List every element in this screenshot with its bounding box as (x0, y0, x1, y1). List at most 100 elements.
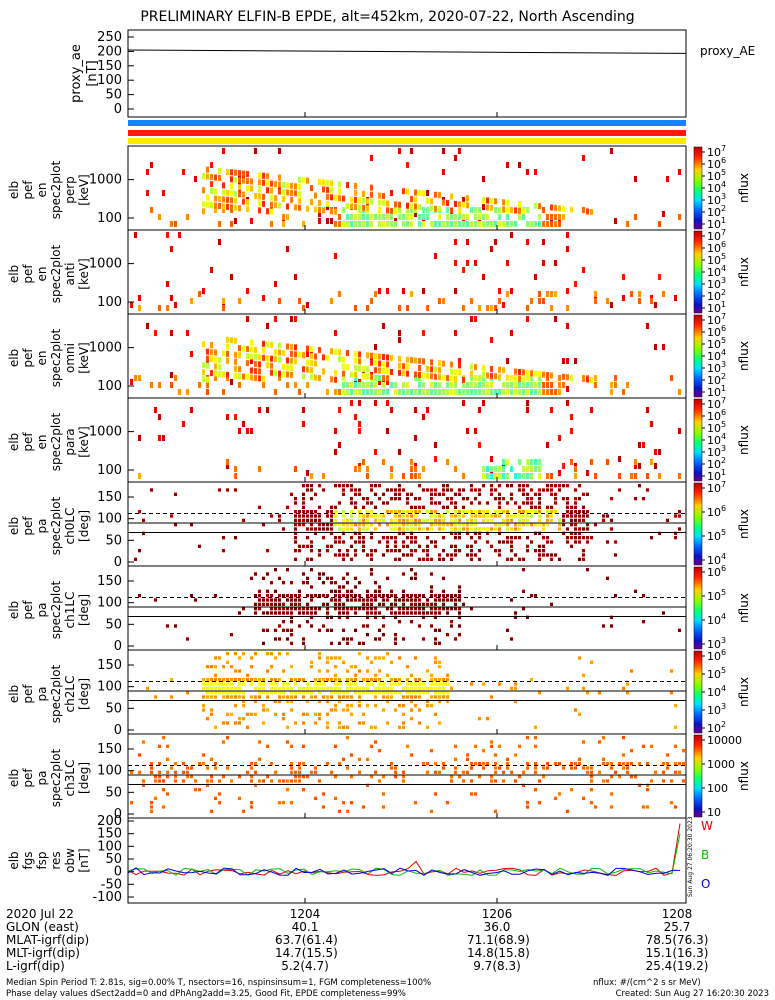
heatmap-cell (470, 682, 473, 686)
heatmap-cell (566, 686, 569, 690)
heatmap-cell (338, 442, 341, 448)
heatmap-cell (262, 172, 265, 179)
heatmap-cell (326, 628, 329, 632)
heatmap-cell (410, 459, 413, 465)
heatmap-cell (450, 686, 453, 690)
heatmap-cell (370, 373, 373, 380)
heatmap-cell (262, 375, 265, 382)
heatmap-cell (510, 382, 513, 388)
heatmap-cell (334, 348, 337, 355)
ytick-label: 100 (97, 596, 122, 611)
heatmap-cell (562, 205, 565, 212)
heatmap-cell (382, 536, 385, 540)
heatmap-cell (270, 611, 273, 615)
heatmap-cell (626, 770, 629, 774)
heatmap-cell (482, 527, 485, 531)
heatmap-cell (218, 356, 221, 363)
heatmap-cell (322, 536, 325, 540)
heatmap-cell (394, 775, 397, 779)
heatmap-cell (410, 221, 413, 227)
heatmap-cell (226, 371, 229, 378)
heatmap-cell (234, 488, 237, 492)
heatmap-cell (330, 678, 333, 682)
heatmap-cell (454, 382, 457, 388)
heatmap-cell (406, 523, 409, 527)
heatmap-cell (526, 466, 529, 472)
heatmap-cell (478, 717, 481, 721)
heatmap-cell (234, 669, 237, 673)
heatmap-cell (426, 536, 429, 540)
heatmap-cell (230, 633, 233, 637)
heatmap-cell (238, 678, 241, 682)
heatmap-cell (406, 744, 409, 748)
heatmap-cell (426, 488, 429, 492)
heatmap-cell (170, 514, 173, 518)
heatmap-cell (206, 766, 209, 770)
heatmap-cell (454, 492, 457, 496)
heatmap-cell (290, 762, 293, 766)
heatmap-cell (398, 497, 401, 501)
heatmap-cell (498, 523, 501, 527)
heatmap-cell (374, 695, 377, 699)
heatmap-cell (606, 459, 609, 465)
heatmap-cell (482, 466, 485, 472)
heatmap-cell (310, 594, 313, 598)
heatmap-cell (558, 484, 561, 488)
heatmap-cell (154, 598, 157, 602)
heatmap-cell (226, 189, 229, 196)
heatmap-cell (542, 527, 545, 531)
heatmap-cell (470, 549, 473, 553)
heatmap-cell (454, 766, 457, 770)
heatmap-cell (522, 518, 525, 522)
heatmap-cell (546, 389, 549, 395)
heatmap-cell (438, 641, 441, 645)
heatmap-cell (358, 691, 361, 695)
heatmap-cell (378, 375, 381, 381)
heatmap-cell (286, 203, 289, 210)
heatmap-cell (594, 291, 597, 297)
heatmap-cell (466, 510, 469, 514)
heatmap-cell (526, 316, 529, 322)
heatmap-cell (278, 518, 281, 522)
heatmap-cell (166, 770, 169, 774)
heatmap-cell (214, 363, 217, 370)
heatmap-cell (422, 682, 425, 686)
heatmap-cell (234, 197, 237, 204)
heatmap-cell (438, 594, 441, 598)
heatmap-cell (582, 553, 585, 557)
heatmap-cell (298, 779, 301, 783)
ylabel-line: pa (35, 603, 49, 618)
heatmap-cell (250, 779, 253, 783)
heatmap-cell (222, 549, 225, 553)
heatmap-cell (362, 372, 365, 379)
heatmap-cell (174, 302, 177, 308)
heatmap-cell (638, 298, 641, 304)
heatmap-cell (370, 682, 373, 686)
heatmap-cell (162, 779, 165, 783)
heatmap-cell (334, 330, 337, 336)
heatmap-cell (234, 695, 237, 699)
heatmap-cell (462, 201, 465, 208)
heatmap-cell (138, 435, 141, 441)
heatmap-cell (358, 514, 361, 518)
heatmap-cell (586, 568, 589, 572)
heatmap-cell (146, 190, 149, 196)
heatmap-cell (394, 678, 397, 682)
heatmap-cell (442, 488, 445, 492)
heatmap-cell (342, 602, 345, 606)
heatmap-cell (458, 624, 461, 628)
heatmap-cell (522, 770, 525, 774)
ylabel-line: [deg] (77, 594, 91, 626)
heatmap-cell (258, 602, 261, 606)
heatmap-cell (410, 695, 413, 699)
heatmap-cell (510, 527, 513, 531)
heatmap-cell (274, 181, 277, 188)
heatmap-cell (334, 536, 337, 540)
heatmap-cell (534, 221, 537, 227)
heatmap-cell (366, 691, 369, 695)
heatmap-cell (154, 796, 157, 800)
heatmap-cell (422, 414, 425, 420)
heatmap-cell (586, 514, 589, 518)
heatmap-cell (634, 473, 637, 479)
heatmap-cell (446, 594, 449, 598)
